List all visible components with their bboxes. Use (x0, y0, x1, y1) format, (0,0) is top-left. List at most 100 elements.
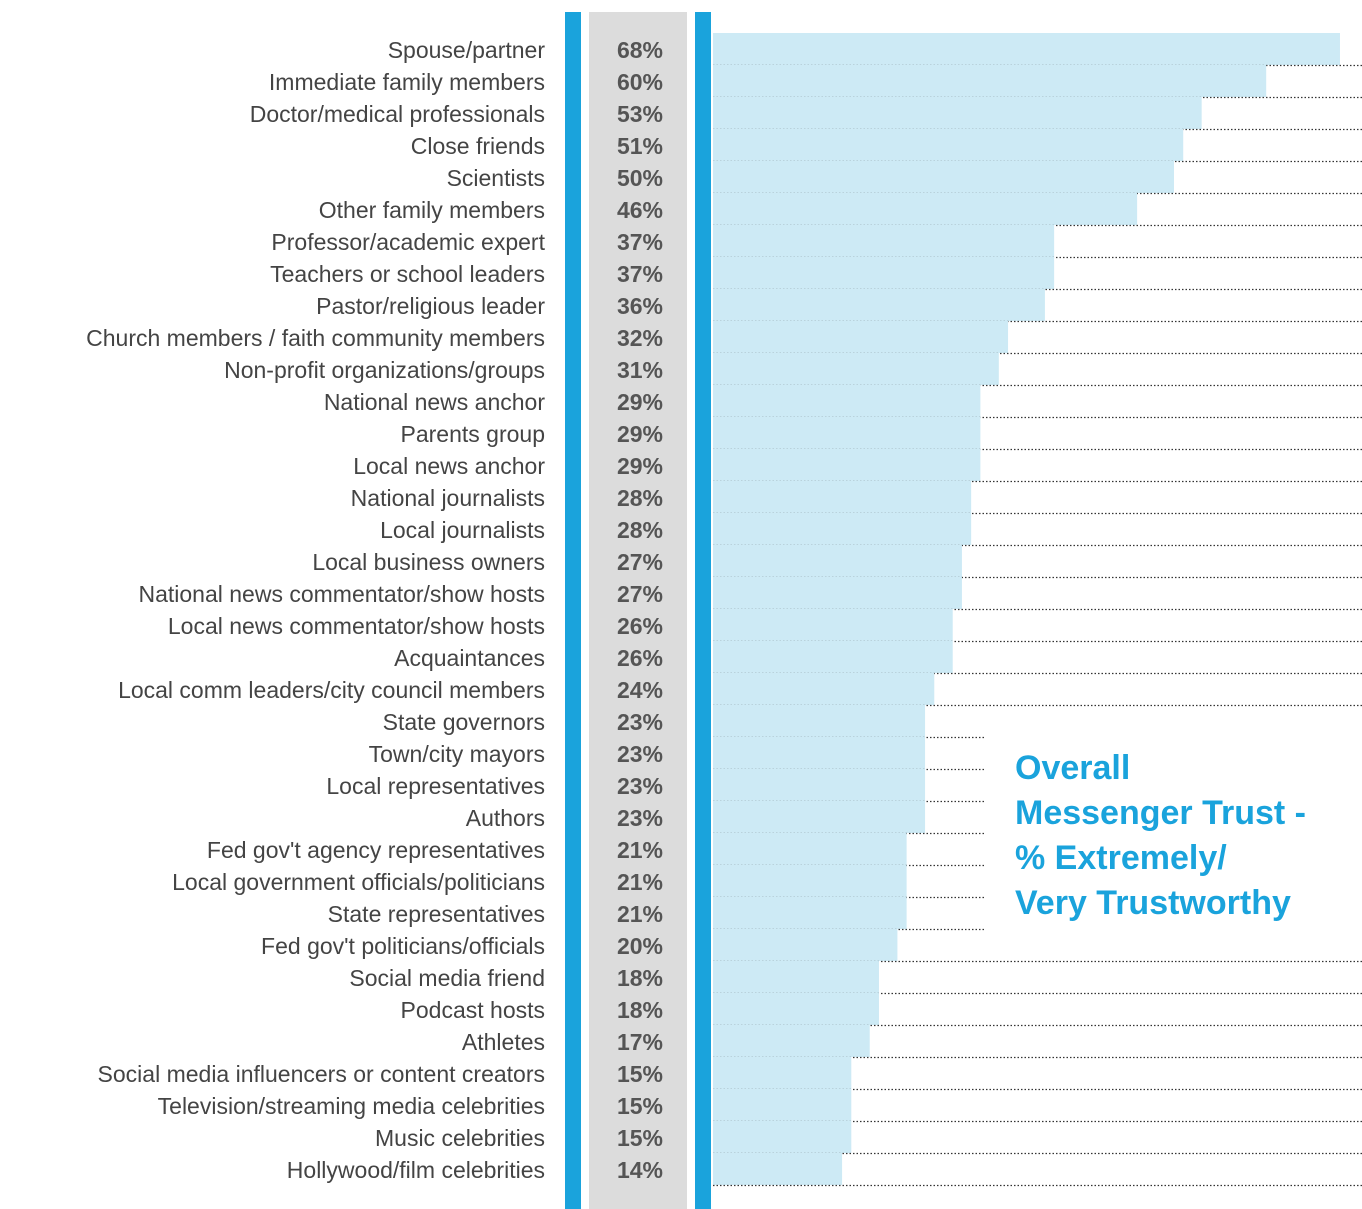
category-label: Local news commentator/show hosts (168, 613, 545, 639)
value-label: 20% (617, 933, 663, 959)
category-label: Local business owners (312, 549, 545, 575)
value-label: 46% (617, 197, 663, 223)
bar (713, 1153, 843, 1185)
category-label: Fed gov't agency representatives (207, 837, 545, 863)
value-label: 27% (617, 581, 663, 607)
value-label: 50% (617, 165, 663, 191)
value-label: 68% (617, 37, 663, 63)
bar (713, 481, 972, 513)
bar (713, 801, 926, 833)
value-label: 32% (617, 325, 663, 351)
bar (713, 321, 1009, 353)
category-label: Social media influencers or content crea… (98, 1061, 545, 1087)
bar (713, 705, 926, 737)
category-label: Scientists (447, 165, 545, 191)
bar (713, 417, 981, 449)
category-label: Local comm leaders/city council members (118, 677, 545, 703)
category-label: Local journalists (380, 517, 545, 543)
bar (713, 641, 953, 673)
value-label: 29% (617, 421, 663, 447)
value-label: 28% (617, 517, 663, 543)
value-label: 31% (617, 357, 663, 383)
chart-title: % Extremely/ (1015, 839, 1227, 877)
value-label: 18% (617, 997, 663, 1023)
category-label: Hollywood/film celebrities (287, 1157, 545, 1183)
category-label: Teachers or school leaders (270, 261, 545, 287)
category-label: Immediate family members (269, 69, 545, 95)
divider (565, 12, 581, 1209)
category-label: Non-profit organizations/groups (224, 357, 545, 383)
category-label: Local representatives (326, 773, 545, 799)
category-label: Social media friend (349, 965, 545, 991)
bar (713, 193, 1138, 225)
category-label: State representatives (328, 901, 545, 927)
bar (713, 97, 1202, 129)
category-label: National news anchor (324, 389, 546, 415)
bar (713, 577, 962, 609)
value-label: 15% (617, 1125, 663, 1151)
value-label: 21% (617, 901, 663, 927)
bar (713, 513, 972, 545)
bar (713, 865, 907, 897)
category-label: Fed gov't politicians/officials (261, 933, 545, 959)
value-label: 60% (617, 69, 663, 95)
value-label: 21% (617, 869, 663, 895)
bar (713, 545, 962, 577)
value-label: 15% (617, 1093, 663, 1119)
category-label: Podcast hosts (401, 997, 545, 1023)
category-label: National journalists (351, 485, 545, 511)
chart-title: Overall (1015, 749, 1130, 787)
bar (713, 129, 1184, 161)
value-label: 26% (617, 645, 663, 671)
value-label: 24% (617, 677, 663, 703)
value-label: 18% (617, 965, 663, 991)
category-label: Local government officials/politicians (172, 869, 545, 895)
category-label: Professor/academic expert (271, 229, 545, 255)
category-label: Other family members (319, 197, 545, 223)
value-column (589, 12, 687, 1209)
value-label: 36% (617, 293, 663, 319)
value-label: 21% (617, 837, 663, 863)
value-label: 29% (617, 389, 663, 415)
value-label: 14% (617, 1157, 663, 1183)
category-label: Pastor/religious leader (316, 293, 545, 319)
bar (713, 737, 926, 769)
value-label: 37% (617, 261, 663, 287)
bar (713, 1025, 870, 1057)
divider (695, 12, 711, 1209)
value-label: 23% (617, 805, 663, 831)
value-label: 28% (617, 485, 663, 511)
bar (713, 33, 1340, 65)
value-label: 37% (617, 229, 663, 255)
category-label: Spouse/partner (388, 37, 546, 63)
value-label: 26% (617, 613, 663, 639)
bar (713, 289, 1045, 321)
value-label: 29% (617, 453, 663, 479)
bar (713, 1089, 852, 1121)
value-label: 53% (617, 101, 663, 127)
value-label: 23% (617, 741, 663, 767)
bar (713, 769, 926, 801)
bar (713, 65, 1267, 97)
category-label: Doctor/medical professionals (250, 101, 545, 127)
bar (713, 833, 907, 865)
category-label: Authors (466, 805, 545, 831)
category-label: Close friends (411, 133, 545, 159)
bar (713, 161, 1174, 193)
value-label: 51% (617, 133, 663, 159)
bar (713, 353, 999, 385)
value-label: 23% (617, 709, 663, 735)
bar (713, 609, 953, 641)
value-label: 27% (617, 549, 663, 575)
value-label: 15% (617, 1061, 663, 1087)
category-label: Local news anchor (353, 453, 545, 479)
category-label: State governors (383, 709, 545, 735)
value-label: 17% (617, 1029, 663, 1055)
bar (713, 993, 879, 1025)
category-label: Parents group (401, 421, 545, 447)
bar (713, 225, 1055, 257)
category-label: Television/streaming media celebrities (158, 1093, 545, 1119)
bar (713, 673, 935, 705)
bar (713, 897, 907, 929)
